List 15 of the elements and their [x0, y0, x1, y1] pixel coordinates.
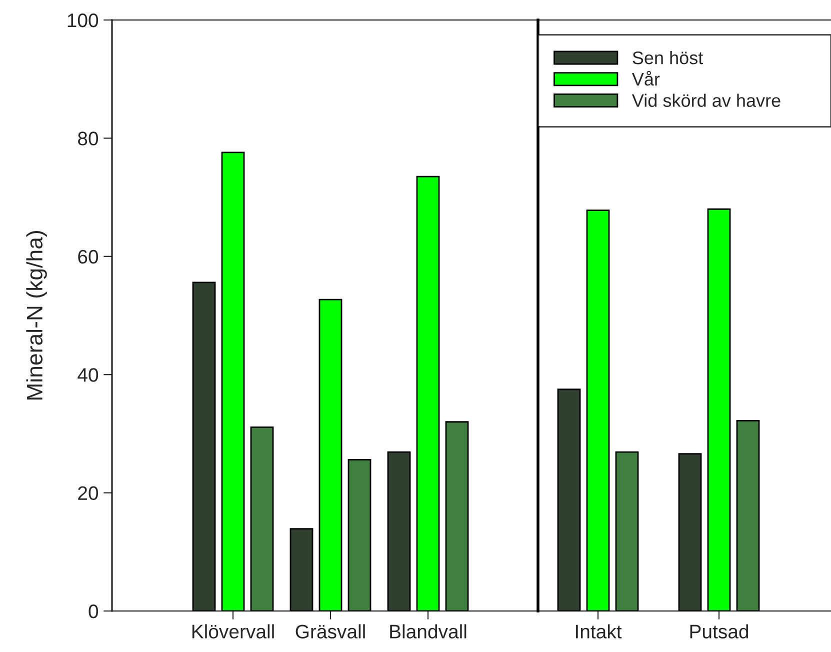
x-tick-label: Gräsvall [296, 624, 365, 638]
legend-label: Sen höst [632, 51, 704, 64]
x-tick-label: Putsad [690, 624, 748, 638]
x-tick-label: Blandvall [390, 624, 466, 638]
y-tick-label: 0 [88, 604, 98, 618]
y-tick-label: 40 [78, 368, 98, 382]
y-tick-label: 100 [68, 13, 98, 28]
x-tick-label: Klövervall [192, 624, 274, 638]
legend-label: Vår [632, 70, 660, 86]
y-tick-label: 60 [78, 250, 98, 264]
legend-label: Vid skörd av havre [632, 94, 780, 107]
x-tick-label: Intakt [576, 624, 622, 638]
y-axis-title: Mineral-N (kg/ha) [26, 231, 47, 400]
y-tick-label: 80 [78, 132, 98, 146]
y-tick-label: 20 [78, 486, 98, 500]
